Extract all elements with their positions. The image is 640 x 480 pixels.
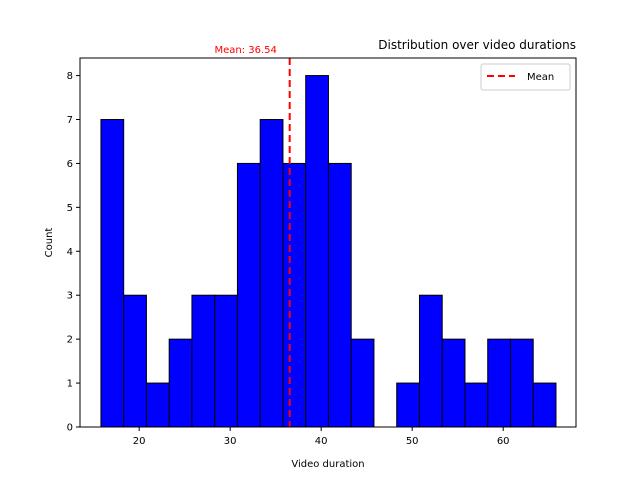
histogram-bar <box>191 294 216 428</box>
plot-frame <box>79 57 577 428</box>
legend-box <box>480 63 571 91</box>
y-tick-label: 4 <box>67 247 73 258</box>
x-axis-label: Video duration <box>291 459 364 470</box>
y-tick-label: 7 <box>67 115 73 126</box>
histogram-bar <box>214 294 238 428</box>
histogram-bar <box>464 382 489 428</box>
y-tick-label: 8 <box>67 71 73 82</box>
histogram-bar <box>100 119 125 428</box>
x-tick-label: 40 <box>315 436 328 447</box>
histogram-bar <box>305 75 329 428</box>
histogram-bar <box>350 338 375 428</box>
x-axis-ticks: 20 30 40 50 60 <box>133 427 510 447</box>
x-tick-label: 60 <box>497 436 510 447</box>
legend-entry-mean: Mean <box>527 72 554 83</box>
y-tick-label: 2 <box>67 335 73 346</box>
y-tick-label: 5 <box>67 203 73 214</box>
histogram-bar <box>259 119 284 428</box>
bars <box>100 75 557 428</box>
y-tick-label: 3 <box>67 291 73 302</box>
histogram-bar <box>145 382 170 428</box>
y-axis-ticks: 0 1 2 3 4 5 6 7 8 <box>67 71 80 434</box>
histogram-bar <box>327 162 352 428</box>
histogram-bar <box>123 294 147 428</box>
y-tick-label: 6 <box>67 159 73 170</box>
mean-annotation: Mean: 36.54 <box>214 45 276 56</box>
x-tick-label: 50 <box>406 436 419 447</box>
y-axis-label: Count <box>44 228 55 258</box>
histogram-bar <box>509 338 534 428</box>
x-tick-label: 30 <box>224 436 237 447</box>
histogram-bar <box>168 338 193 428</box>
y-tick-label: 1 <box>67 379 73 390</box>
histogram-bar <box>418 294 443 428</box>
y-tick-label: 0 <box>67 423 73 434</box>
histogram-bar <box>282 162 307 428</box>
chart-title: Distribution over video durations <box>378 38 576 52</box>
histogram-bar <box>441 338 466 428</box>
histogram-bar <box>236 162 261 428</box>
histogram-bar <box>487 338 511 428</box>
histogram-bar <box>396 382 420 428</box>
x-tick-label: 20 <box>133 436 146 447</box>
histogram-bar <box>532 382 557 428</box>
legend: Mean <box>480 63 571 91</box>
